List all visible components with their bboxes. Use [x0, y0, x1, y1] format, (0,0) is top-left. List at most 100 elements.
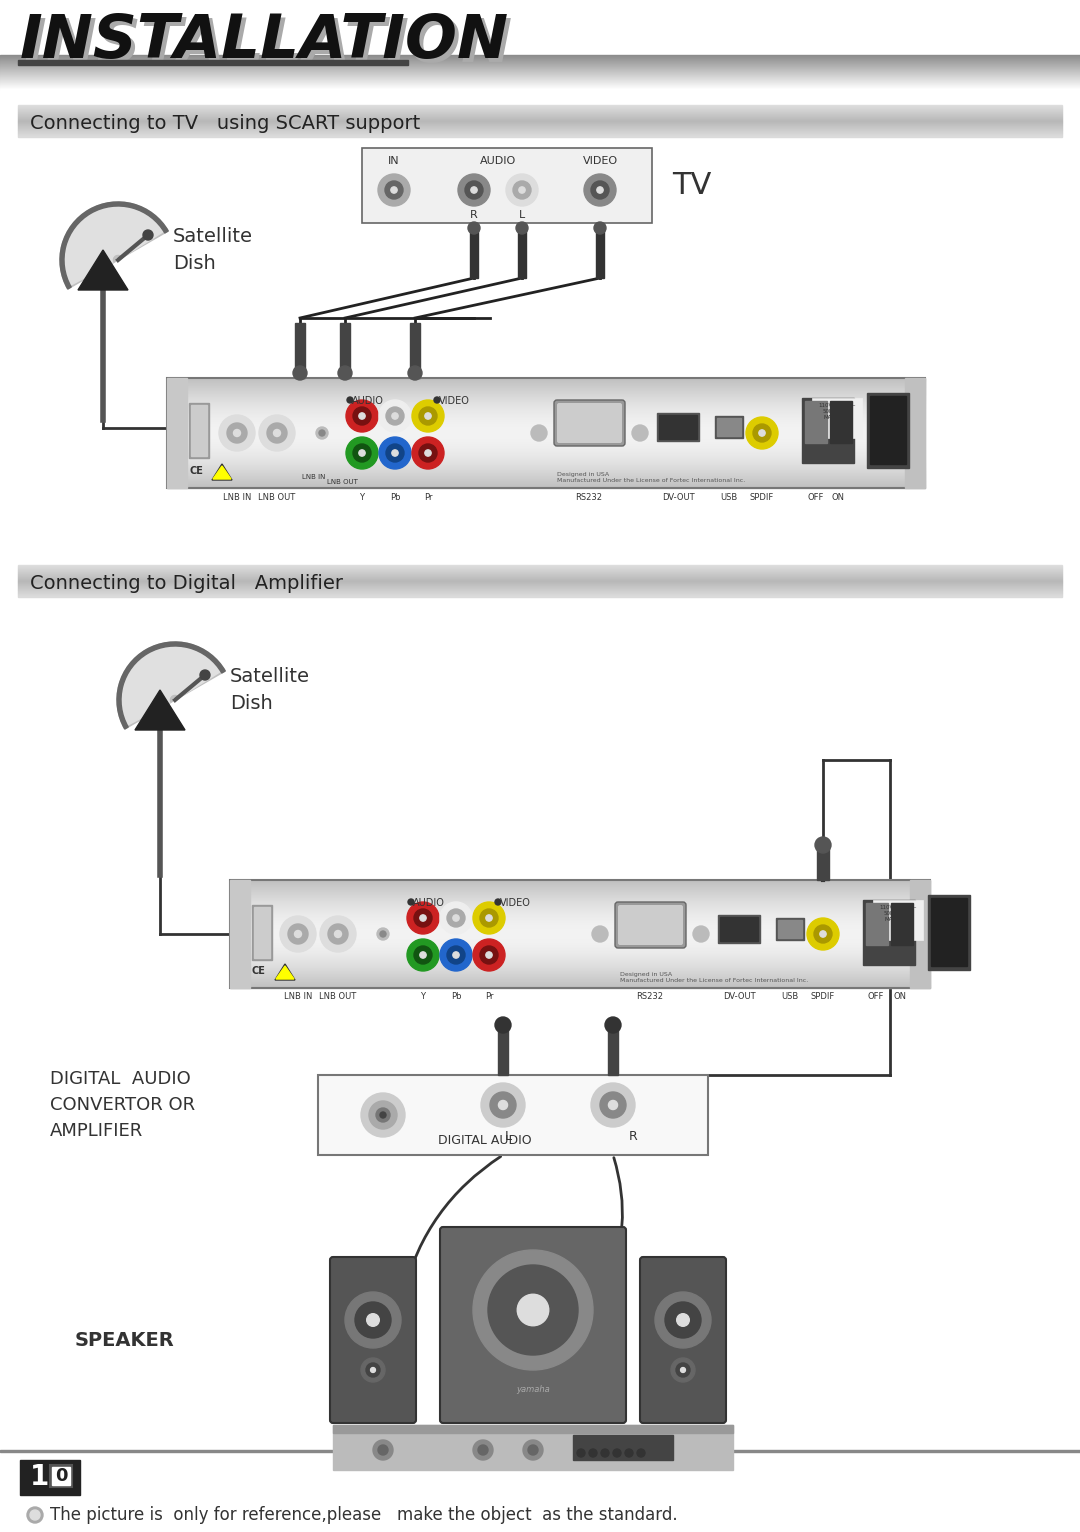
Circle shape [319, 430, 325, 437]
Circle shape [411, 400, 444, 432]
Circle shape [353, 444, 372, 463]
Bar [189, 403, 210, 458]
Bar [816, 846, 829, 879]
Bar [498, 1025, 508, 1075]
Polygon shape [213, 466, 231, 480]
Text: AUDIO: AUDIO [480, 156, 516, 165]
Text: Pr: Pr [485, 993, 494, 1000]
Circle shape [531, 424, 546, 441]
Circle shape [367, 1314, 379, 1327]
Text: SPEAKER: SPEAKER [75, 1330, 175, 1350]
Text: VIDEO: VIDEO [438, 395, 470, 406]
Circle shape [594, 222, 606, 234]
Bar [805, 401, 827, 443]
Circle shape [420, 915, 427, 921]
Circle shape [600, 1092, 626, 1118]
Bar [717, 418, 741, 437]
Circle shape [495, 1017, 511, 1033]
Bar [870, 395, 906, 464]
Text: ON: ON [893, 993, 906, 1000]
Circle shape [369, 1102, 397, 1129]
Circle shape [359, 450, 365, 457]
Circle shape [625, 1449, 633, 1457]
Text: DV-OUT: DV-OUT [662, 493, 694, 502]
Wedge shape [62, 204, 165, 286]
Text: LNB OUT: LNB OUT [320, 993, 356, 1000]
Bar [254, 907, 270, 958]
Circle shape [288, 924, 308, 944]
Circle shape [759, 430, 765, 437]
Bar [230, 879, 930, 988]
Circle shape [380, 931, 386, 938]
Bar [167, 378, 924, 489]
Bar [873, 899, 923, 941]
Circle shape [359, 412, 365, 420]
Text: VIDEO: VIDEO [582, 156, 618, 165]
FancyBboxPatch shape [615, 902, 686, 948]
Bar [18, 60, 408, 64]
Text: INSTALLATION: INSTALLATION [21, 12, 509, 70]
Circle shape [384, 181, 403, 199]
Circle shape [746, 417, 778, 449]
Circle shape [414, 945, 432, 964]
Circle shape [295, 930, 301, 938]
Text: Pb: Pb [390, 493, 401, 502]
Circle shape [30, 1511, 40, 1520]
Circle shape [447, 945, 465, 964]
Text: The picture is  only for reference,please   make the object  as the standard.: The picture is only for reference,please… [50, 1506, 677, 1524]
FancyBboxPatch shape [557, 403, 622, 443]
Bar [867, 394, 909, 467]
Circle shape [591, 181, 609, 199]
Circle shape [453, 951, 459, 958]
Circle shape [377, 928, 389, 941]
Circle shape [361, 1357, 384, 1382]
Text: CE: CE [189, 466, 203, 476]
Text: Designed in USA
Manufactured Under the License of Fortec International Inc.: Designed in USA Manufactured Under the L… [557, 472, 745, 483]
Circle shape [200, 669, 210, 680]
Bar [52, 1468, 70, 1485]
Circle shape [471, 187, 477, 193]
Text: LNB OUT: LNB OUT [258, 493, 296, 502]
Circle shape [380, 1112, 386, 1118]
Bar [333, 1425, 733, 1432]
Bar [573, 1435, 673, 1460]
Text: LNB IN: LNB IN [302, 473, 325, 480]
Circle shape [486, 951, 492, 958]
Circle shape [379, 400, 411, 432]
Circle shape [486, 915, 492, 921]
Circle shape [584, 175, 616, 205]
Bar [470, 228, 478, 277]
Text: yamaha: yamaha [516, 1385, 550, 1394]
Circle shape [233, 429, 241, 437]
Circle shape [420, 951, 427, 958]
Circle shape [407, 902, 438, 935]
Circle shape [414, 908, 432, 927]
Circle shape [680, 1318, 685, 1322]
Circle shape [693, 925, 708, 942]
Circle shape [518, 187, 525, 193]
Circle shape [293, 366, 307, 380]
Circle shape [458, 175, 490, 205]
Circle shape [665, 1302, 701, 1337]
Circle shape [513, 181, 531, 199]
Circle shape [453, 915, 459, 921]
Circle shape [346, 400, 378, 432]
Circle shape [280, 916, 316, 951]
Circle shape [273, 429, 281, 437]
Circle shape [589, 1449, 597, 1457]
Circle shape [676, 1363, 690, 1377]
Circle shape [488, 1265, 578, 1354]
Circle shape [473, 939, 505, 971]
Circle shape [480, 945, 498, 964]
Circle shape [677, 1314, 689, 1327]
Circle shape [516, 222, 528, 234]
Bar [295, 323, 305, 378]
Circle shape [468, 222, 480, 234]
Bar [230, 879, 249, 988]
Text: RS232: RS232 [636, 993, 663, 1000]
Circle shape [680, 1368, 686, 1373]
Text: LNB IN: LNB IN [284, 993, 312, 1000]
Text: 110V~230V~
50Hz/60Hz
MAX.30W: 110V~230V~ 50Hz/60Hz MAX.30W [819, 403, 855, 420]
Circle shape [386, 408, 404, 424]
Text: Satellite
Dish: Satellite Dish [230, 668, 310, 712]
